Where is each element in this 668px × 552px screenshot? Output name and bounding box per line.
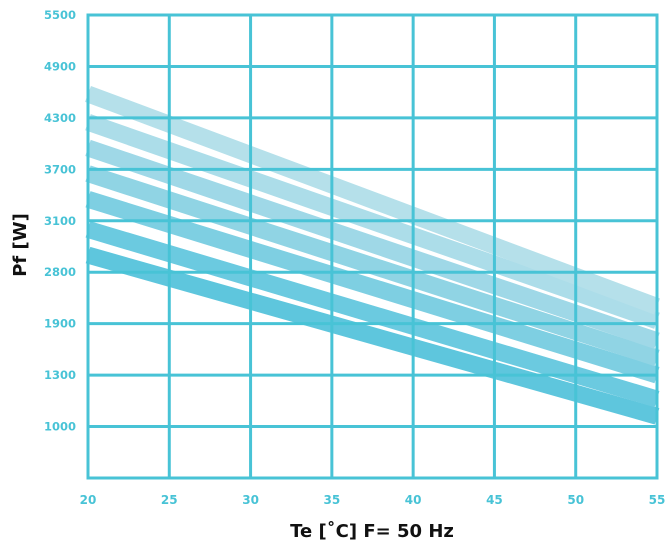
- y-tick-label: 2800: [44, 265, 76, 279]
- series-line-3: [85, 191, 660, 384]
- y-tick-label: 1900: [44, 317, 76, 331]
- grid: [86, 13, 659, 480]
- y-tick-label: 1000: [44, 420, 76, 434]
- y-tick-labels: 1000 1300 1900 2800 3100 3700 4300 4900 5500: [44, 8, 76, 434]
- series-line-1: [85, 246, 660, 425]
- x-tick-label: 40: [405, 493, 422, 507]
- x-tick-labels: 20 25 30 35 40 45 50 55: [80, 493, 666, 507]
- y-tick-label: 4300: [44, 111, 76, 125]
- y-axis-title: Pf [W]: [10, 213, 31, 277]
- x-tick-label: 30: [242, 493, 259, 507]
- x-tick-label: 20: [80, 493, 97, 507]
- series-line-4: [85, 165, 660, 367]
- series-line-2: [85, 221, 660, 408]
- series-layer: [85, 85, 660, 425]
- y-tick-label: 5500: [44, 8, 76, 22]
- x-tick-label: 50: [567, 493, 584, 507]
- x-tick-label: 45: [486, 493, 503, 507]
- y-tick-label: 3100: [44, 214, 76, 228]
- x-axis-title: Te [˚C] F= 50 Hz: [290, 520, 454, 542]
- x-tick-label: 35: [324, 493, 341, 507]
- series-line-5: [85, 139, 660, 349]
- x-tick-label: 55: [649, 493, 666, 507]
- x-tick-label: 25: [161, 493, 178, 507]
- y-tick-label: 4900: [44, 59, 76, 73]
- y-tick-label: 1300: [44, 368, 76, 382]
- y-tick-label: 3700: [44, 162, 76, 176]
